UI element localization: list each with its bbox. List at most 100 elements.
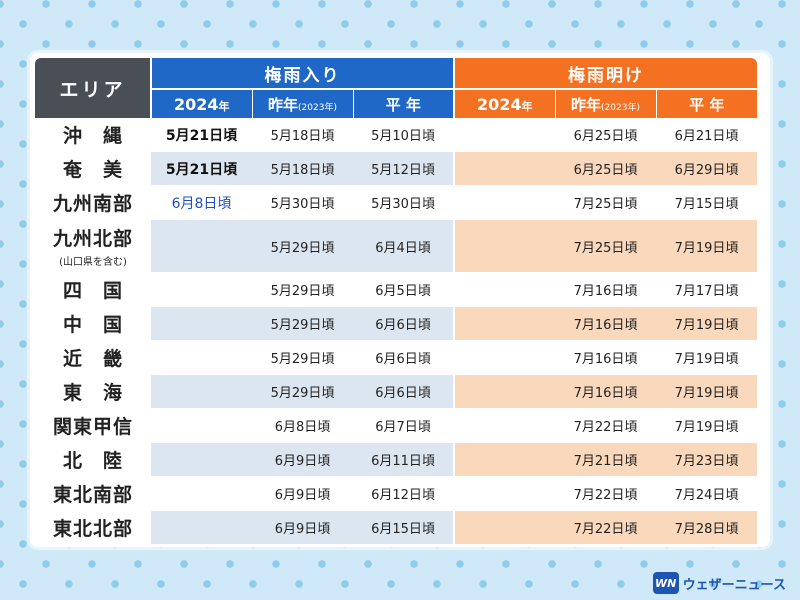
header-out-normal: 平 年 [656, 89, 757, 118]
area-label: 東 海 [62, 382, 123, 404]
table-row: 東北北部 6月9日頃 6月15日頃 7月22日頃 7月28日頃 [35, 510, 757, 545]
in-2024-cell: 5月21日頃 [151, 151, 252, 186]
area-label: 奄 美 [62, 159, 123, 181]
in-normal-cell: 6月12日頃 [353, 476, 455, 511]
out-2024-cell [454, 408, 555, 443]
out-last-cell: 6月25日頃 [555, 118, 656, 152]
in-2024-cell: 6月8日頃 [151, 185, 252, 220]
area-label: 四 国 [62, 280, 123, 302]
in-last-cell: 6月9日頃 [252, 510, 353, 545]
area-name: 中 国 [35, 306, 151, 341]
table-row: 九州南部 6月8日頃 5月30日頃 5月30日頃 7月25日頃 7月15日頃 [35, 185, 757, 220]
table-row: 関東甲信 6月8日頃 6月7日頃 7月22日頃 7月19日頃 [35, 408, 757, 443]
in-2024-cell [151, 510, 252, 545]
weathernews-logo: WN ウェザーニュース [652, 572, 786, 594]
in-last-cell: 6月9日頃 [252, 476, 353, 511]
in-2024-cell [151, 476, 252, 511]
in-last-cell: 6月9日頃 [252, 442, 353, 477]
out-last-cell: 6月25日頃 [555, 151, 656, 186]
out-last-cell: 7月25日頃 [555, 219, 656, 273]
in-normal-cell: 6月5日頃 [353, 272, 455, 307]
table-row: 近 畿 5月29日頃 6月6日頃 7月16日頃 7月19日頃 [35, 340, 757, 375]
area-name: 北 陸 [35, 442, 151, 477]
in-last-cell: 5月29日頃 [252, 306, 353, 341]
out-last-cell: 7月16日頃 [555, 306, 656, 341]
out-2024-cell [454, 374, 555, 409]
header-out-last-year: 昨年(2023年) [555, 89, 657, 118]
area-name: 九州北部 (山口県を含む) [35, 219, 151, 273]
in-normal-cell: 5月10日頃 [353, 118, 455, 152]
table-row: 東北南部 6月9日頃 6月12日頃 7月22日頃 7月24日頃 [35, 476, 757, 511]
area-sublabel: (山口県を含む) [59, 257, 127, 268]
in-2024-cell [151, 442, 252, 477]
header-area: エリア [35, 58, 152, 118]
out-2024-cell [454, 476, 555, 511]
in-last-cell: 5月18日頃 [252, 151, 353, 186]
out-2024-cell [454, 118, 555, 152]
out-2024-cell [454, 340, 555, 375]
in-2024-cell: 5月21日頃 [151, 118, 252, 152]
table-row: 九州北部 (山口県を含む) 5月29日頃 6月4日頃 7月25日頃 7月19日頃 [35, 219, 757, 273]
out-last-cell: 7月22日頃 [555, 476, 656, 511]
in-2024-cell [151, 408, 252, 443]
area-name: 東北北部 [35, 510, 151, 545]
header-out-2024: 2024年 [454, 89, 556, 118]
out-normal-cell: 7月19日頃 [656, 340, 757, 375]
area-name: 九州南部 [35, 185, 151, 220]
in-2024-cell [151, 306, 252, 341]
in-last-cell: 5月29日頃 [252, 272, 353, 307]
table-row: 奄 美 5月21日頃 5月18日頃 5月12日頃 6月25日頃 6月29日頃 [35, 151, 757, 186]
in-normal-cell: 6月6日頃 [353, 374, 455, 409]
area-label: 九州南部 [52, 193, 133, 215]
table-row: 東 海 5月29日頃 6月6日頃 7月16日頃 7月19日頃 [35, 374, 757, 409]
out-normal-cell: 7月24日頃 [656, 476, 757, 511]
out-normal-cell: 6月21日頃 [656, 118, 757, 152]
out-normal-cell: 7月19日頃 [656, 219, 757, 273]
out-normal-cell: 7月15日頃 [656, 185, 757, 220]
out-last-cell: 7月22日頃 [555, 510, 656, 545]
in-last-cell: 6月8日頃 [252, 408, 353, 443]
rainy-season-table-card: エリア 梅雨入り 梅雨明け 2024年 昨年(2023年) 平 年 2024年 … [30, 53, 770, 547]
area-name: 関東甲信 [35, 408, 151, 443]
weathernews-logo-icon: WN [652, 572, 679, 594]
out-normal-cell: 7月19日頃 [656, 374, 757, 409]
area-name: 東北南部 [35, 476, 151, 511]
area-label: 中 国 [62, 314, 123, 336]
area-label: 関東甲信 [52, 416, 133, 438]
out-normal-cell: 7月17日頃 [656, 272, 757, 307]
header-in-2024: 2024年 [151, 89, 253, 118]
out-last-cell: 7月22日頃 [555, 408, 656, 443]
in-2024-cell [151, 272, 252, 307]
table-row: 北 陸 6月9日頃 6月11日頃 7月21日頃 7月23日頃 [35, 442, 757, 477]
in-normal-cell: 6月6日頃 [353, 306, 455, 341]
out-2024-cell [454, 185, 555, 220]
weathernews-logo-text: ウェザーニュース [682, 577, 786, 593]
table-row: 沖 縄 5月21日頃 5月18日頃 5月10日頃 6月25日頃 6月21日頃 [35, 118, 757, 152]
out-2024-cell [454, 510, 555, 545]
in-last-cell: 5月18日頃 [252, 118, 353, 152]
out-last-cell: 7月16日頃 [555, 374, 656, 409]
out-last-cell: 7月21日頃 [555, 442, 656, 477]
out-last-cell: 7月16日頃 [555, 272, 656, 307]
out-2024-cell [454, 272, 555, 307]
in-last-cell: 5月30日頃 [252, 185, 353, 220]
header-rainy-season-end: 梅雨明け [454, 58, 757, 90]
out-last-cell: 7月25日頃 [555, 185, 656, 220]
area-name: 沖 縄 [35, 118, 151, 152]
area-label: 沖 縄 [62, 125, 123, 147]
out-normal-cell: 7月23日頃 [656, 442, 757, 477]
in-normal-cell: 6月4日頃 [353, 219, 455, 273]
table-row: 中 国 5月29日頃 6月6日頃 7月16日頃 7月19日頃 [35, 306, 757, 341]
area-label: 東北北部 [52, 518, 133, 540]
out-2024-cell [454, 219, 555, 273]
in-normal-cell: 6月6日頃 [353, 340, 455, 375]
in-normal-cell: 6月7日頃 [353, 408, 455, 443]
out-last-cell: 7月16日頃 [555, 340, 656, 375]
in-last-cell: 5月29日頃 [252, 374, 353, 409]
out-normal-cell: 7月19日頃 [656, 306, 757, 341]
out-normal-cell: 7月19日頃 [656, 408, 757, 443]
header-in-last-year: 昨年(2023年) [252, 89, 354, 118]
header-rainy-season-start: 梅雨入り [151, 58, 455, 90]
area-name: 近 畿 [35, 340, 151, 375]
in-last-cell: 5月29日頃 [252, 219, 353, 273]
